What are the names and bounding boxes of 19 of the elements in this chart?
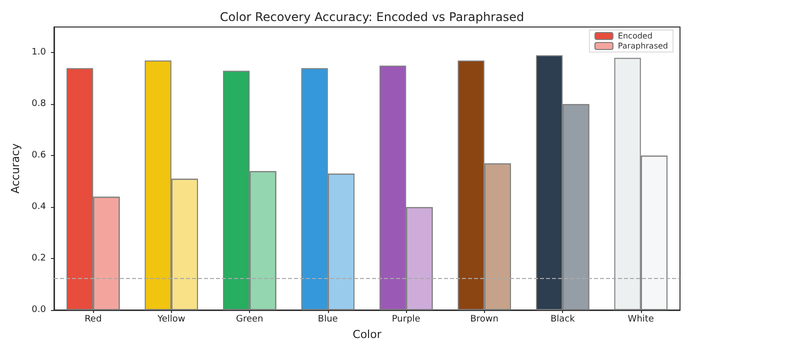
- y-tick-label: 0.8: [32, 99, 46, 110]
- x-tick-label: Red: [84, 314, 102, 324]
- y-tick-label: 1.0: [32, 48, 46, 58]
- x-tick-label: Purple: [392, 314, 421, 324]
- y-axis-title: Accuracy: [8, 142, 22, 194]
- y-tick-label: 0.0: [32, 305, 46, 315]
- chart-title: Color Recovery Accuracy: Encoded vs Paraphrased: [220, 10, 524, 24]
- x-tick-label: Blue: [318, 314, 338, 324]
- y-tick-label: 0.2: [32, 254, 46, 264]
- x-tick-label: Black: [550, 314, 576, 324]
- x-tick-label: Brown: [470, 314, 498, 324]
- x-tick-label: White: [628, 314, 654, 324]
- legend-label: Paraphrased: [618, 42, 668, 50]
- x-axis-title: Color: [352, 328, 382, 341]
- y-tick-label: 0.6: [32, 150, 46, 161]
- x-tick-label: Yellow: [156, 314, 186, 324]
- x-tick-label: Green: [236, 314, 264, 324]
- legend-label: Encoded: [618, 32, 652, 40]
- y-tick-label: 0.4: [32, 202, 46, 212]
